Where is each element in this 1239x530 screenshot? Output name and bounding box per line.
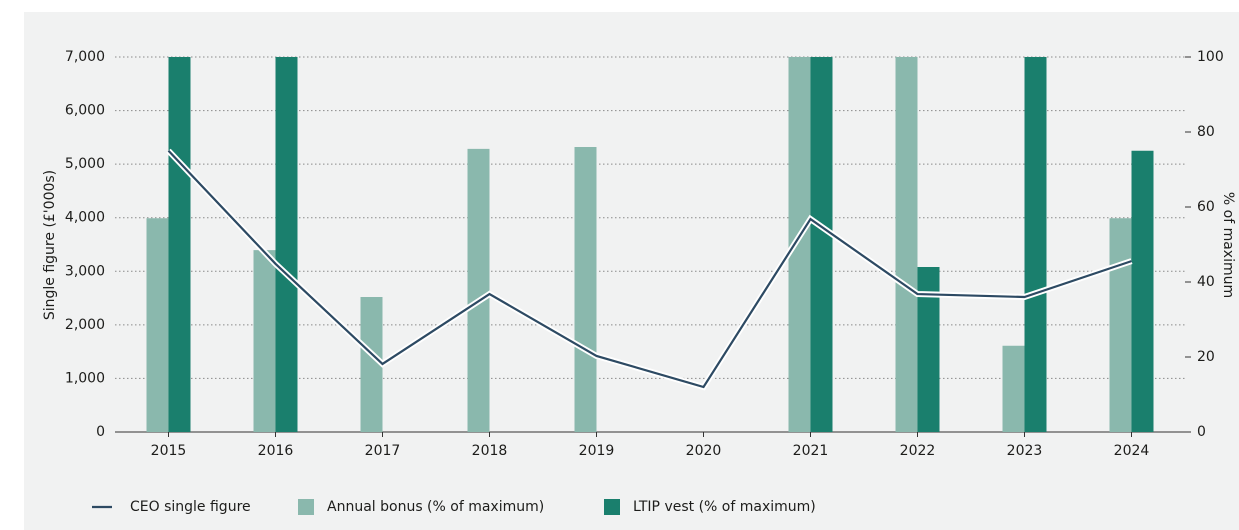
x-tick-label: 2017 xyxy=(365,443,401,459)
bar xyxy=(574,147,597,432)
legend-label: Annual bonus (% of maximum) xyxy=(327,499,544,515)
x-tick-label: 2015 xyxy=(151,443,187,459)
line xyxy=(167,149,1132,389)
y-tick-label: 7,000 xyxy=(65,49,105,65)
y-tick-label: 5,000 xyxy=(65,156,105,172)
y-tick-label: 6,000 xyxy=(65,103,105,119)
y-tick-label: 2,000 xyxy=(65,317,105,333)
x-tick-label: 2020 xyxy=(686,443,722,459)
x-tick-label: 2022 xyxy=(900,443,936,459)
x-tick-label: 2016 xyxy=(258,443,294,459)
legend-label: LTIP vest (% of maximum) xyxy=(633,499,816,515)
legend-swatch xyxy=(298,499,314,515)
y-tick-label: 0 xyxy=(96,424,105,440)
y-axis-label: Single figure (£'000s) xyxy=(42,170,58,320)
bar xyxy=(810,57,833,432)
legend-label: CEO single figure xyxy=(130,499,251,515)
bar xyxy=(788,57,811,432)
legend-swatch xyxy=(604,499,620,515)
bar xyxy=(467,148,490,432)
x-tick-label: 2024 xyxy=(1114,443,1150,459)
bar xyxy=(253,250,276,432)
y-tick-label: 1,000 xyxy=(65,370,105,386)
x-tick-label: 2023 xyxy=(1007,443,1043,459)
bar xyxy=(1002,345,1025,432)
x-tick-label: 2021 xyxy=(793,443,829,459)
bar xyxy=(360,297,383,432)
y2-tick-label: 0 xyxy=(1197,424,1206,440)
bar xyxy=(146,218,169,432)
bar xyxy=(1131,150,1154,432)
y2-tick-label: 100 xyxy=(1197,49,1224,65)
bar xyxy=(895,57,918,432)
x-tick-label: 2018 xyxy=(472,443,508,459)
y2-axis-label: % of maximum xyxy=(1220,192,1236,298)
y2-tick-label: 80 xyxy=(1197,124,1215,140)
bar xyxy=(168,57,191,432)
y-tick-label: 4,000 xyxy=(65,210,105,226)
bar xyxy=(275,57,298,432)
bar xyxy=(917,267,940,432)
x-tick-label: 2019 xyxy=(579,443,615,459)
y2-tick-label: 20 xyxy=(1197,349,1215,365)
y2-tick-label: 40 xyxy=(1197,274,1215,290)
bar xyxy=(1024,57,1047,432)
y-tick-label: 3,000 xyxy=(65,263,105,279)
y2-tick-label: 60 xyxy=(1197,199,1215,215)
bar xyxy=(1109,218,1132,432)
